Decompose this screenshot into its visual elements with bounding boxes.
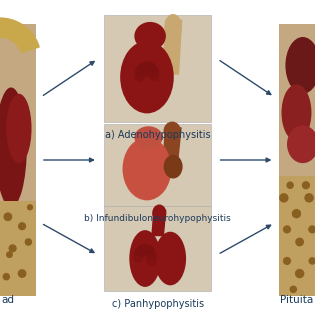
- Circle shape: [9, 244, 17, 252]
- Circle shape: [295, 269, 304, 278]
- Circle shape: [292, 209, 301, 218]
- FancyBboxPatch shape: [104, 124, 211, 206]
- Polygon shape: [163, 20, 182, 74]
- Ellipse shape: [135, 62, 151, 78]
- Circle shape: [295, 237, 304, 246]
- Circle shape: [283, 225, 291, 234]
- Ellipse shape: [143, 245, 156, 260]
- Circle shape: [290, 285, 297, 293]
- Ellipse shape: [6, 94, 32, 163]
- Polygon shape: [0, 18, 39, 52]
- Circle shape: [27, 204, 33, 211]
- Text: Pituita: Pituita: [280, 295, 313, 305]
- Polygon shape: [152, 210, 165, 236]
- Circle shape: [18, 222, 26, 230]
- Ellipse shape: [0, 87, 27, 207]
- Ellipse shape: [134, 22, 166, 50]
- FancyBboxPatch shape: [0, 24, 36, 296]
- Circle shape: [279, 193, 289, 203]
- Ellipse shape: [133, 248, 145, 263]
- Ellipse shape: [123, 137, 172, 200]
- Ellipse shape: [282, 84, 311, 141]
- Ellipse shape: [134, 64, 148, 82]
- Circle shape: [308, 257, 316, 265]
- FancyBboxPatch shape: [279, 176, 316, 296]
- Text: c) Panhypophysitis: c) Panhypophysitis: [112, 299, 204, 309]
- Text: b) Infundibuloneurohypophysitis: b) Infundibuloneurohypophysitis: [84, 214, 231, 223]
- Polygon shape: [163, 128, 181, 175]
- Ellipse shape: [142, 62, 159, 77]
- Ellipse shape: [134, 126, 163, 148]
- Circle shape: [3, 273, 10, 281]
- Ellipse shape: [138, 244, 154, 255]
- Ellipse shape: [155, 232, 186, 285]
- Ellipse shape: [136, 61, 155, 75]
- Circle shape: [4, 212, 12, 221]
- FancyBboxPatch shape: [104, 206, 211, 291]
- FancyBboxPatch shape: [104, 15, 211, 122]
- Circle shape: [302, 181, 310, 189]
- FancyBboxPatch shape: [0, 201, 36, 296]
- Ellipse shape: [152, 204, 166, 222]
- Circle shape: [304, 193, 314, 203]
- Ellipse shape: [164, 155, 183, 179]
- Circle shape: [18, 269, 27, 278]
- Ellipse shape: [139, 61, 157, 74]
- Ellipse shape: [135, 244, 149, 257]
- Circle shape: [25, 238, 32, 246]
- Ellipse shape: [145, 64, 160, 81]
- Ellipse shape: [129, 230, 161, 287]
- Ellipse shape: [120, 41, 174, 113]
- Ellipse shape: [164, 122, 181, 140]
- Text: ad: ad: [2, 295, 15, 305]
- Circle shape: [6, 251, 13, 258]
- Ellipse shape: [287, 125, 318, 163]
- FancyBboxPatch shape: [279, 24, 316, 296]
- Circle shape: [286, 181, 294, 189]
- Circle shape: [308, 225, 316, 234]
- Ellipse shape: [285, 37, 320, 94]
- Circle shape: [283, 257, 291, 265]
- Ellipse shape: [164, 14, 182, 39]
- Ellipse shape: [146, 251, 157, 267]
- Text: a) Adenohypophysitis: a) Adenohypophysitis: [105, 130, 211, 140]
